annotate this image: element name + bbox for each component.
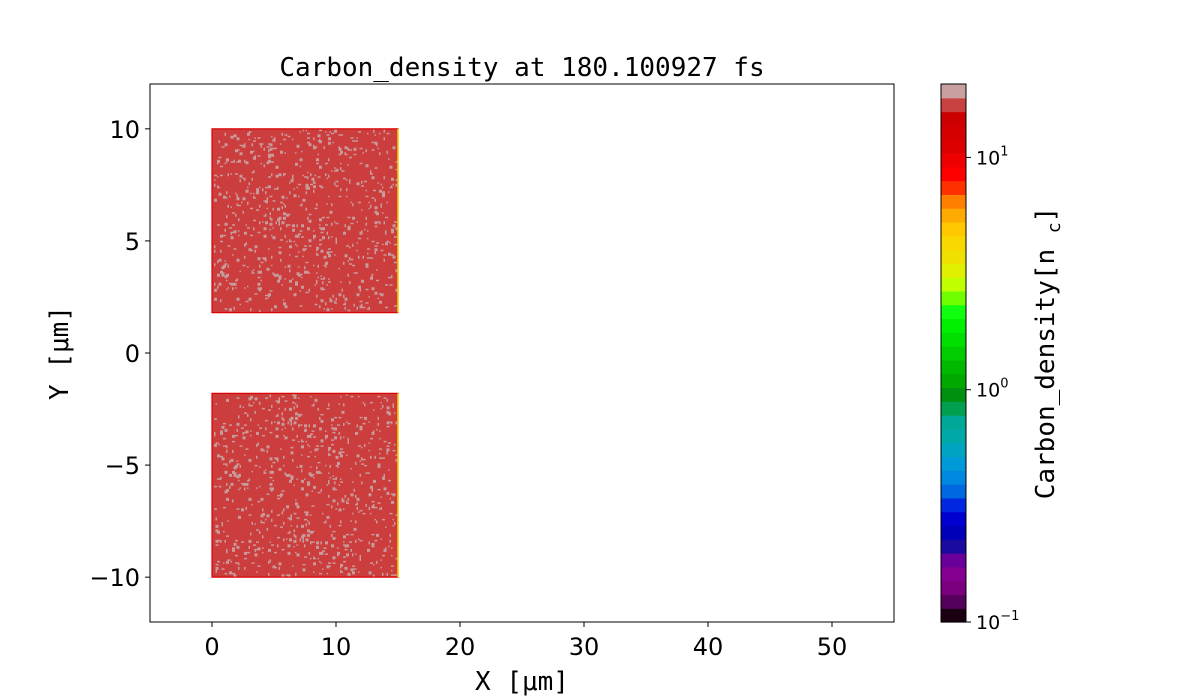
colorbar-band [941, 373, 966, 389]
density-region [211, 392, 399, 578]
region-fill [212, 128, 398, 313]
colorbar: 10−1 100 101 [940, 83, 1019, 634]
x-tick-label: 50 [817, 633, 848, 661]
colorbar-frame [940, 83, 967, 623]
colorbar-band [941, 497, 966, 513]
colorbar-band [941, 525, 966, 540]
colorbar-band [941, 194, 966, 209]
chart-title: Carbon_density at 180.100927 fs [279, 53, 764, 83]
colorbar-band [941, 180, 966, 195]
colorbar-band [941, 263, 966, 278]
colorbar-band [941, 139, 966, 154]
density-region [211, 128, 399, 314]
colorbar-band [941, 359, 966, 375]
x-tick-label: 40 [693, 633, 724, 661]
colorbar-band [941, 456, 966, 471]
colorbar-band [941, 387, 966, 402]
colorbar-band [941, 511, 966, 527]
colorbar-band [941, 566, 966, 582]
region-fill [212, 393, 398, 578]
colorbar-band [941, 594, 966, 609]
x-tick-label: 0 [204, 633, 219, 661]
colorbar-band [941, 470, 966, 485]
colorbar-band [941, 428, 966, 444]
colorbar-band [941, 332, 966, 347]
x-tick-label: 30 [569, 633, 600, 661]
plot-area [149, 83, 895, 623]
colorbar-band [941, 401, 966, 416]
x-axis-label: X [μm] [475, 667, 569, 697]
colorbar-band [941, 249, 966, 264]
colorbar-band [941, 125, 966, 140]
colorbar-tick-label: 100 [976, 377, 1008, 402]
x-axis: 0 10 20 30 40 50 [204, 622, 847, 661]
colorbar-band [941, 277, 966, 292]
x-tick-label: 20 [445, 633, 476, 661]
region-speckle [214, 129, 399, 313]
colorbar-band [941, 166, 966, 182]
colorbar-band [941, 318, 966, 333]
y-axis: −10 −5 0 5 10 [89, 116, 150, 592]
colorbar-band [941, 608, 966, 623]
y-tick-label: −5 [105, 452, 140, 480]
colorbar-band [941, 97, 966, 113]
y-tick-label: −10 [89, 564, 140, 592]
colorbar-band [941, 346, 966, 361]
colorbar-band [941, 415, 966, 430]
y-tick-label: 10 [109, 116, 140, 144]
colorbar-tick-label: 10−1 [976, 609, 1019, 634]
colorbar-band [941, 553, 966, 568]
colorbar-band [941, 208, 966, 223]
colorbar-band [941, 539, 966, 554]
colorbar-band [941, 152, 966, 168]
colorbar-tick-label: 101 [976, 144, 1008, 169]
region-speckle [214, 394, 399, 578]
colorbar-band [941, 111, 966, 126]
colorbar-band [941, 290, 966, 306]
y-tick-label: 0 [125, 340, 140, 368]
colorbar-band [941, 304, 966, 320]
colorbar-band [941, 221, 966, 237]
y-tick-label: 5 [125, 228, 140, 256]
colorbar-band [941, 442, 966, 458]
y-axis-label: Y [μm] [45, 306, 75, 400]
x-tick-label: 10 [321, 633, 352, 661]
colorbar-band [941, 235, 966, 251]
colorbar-band [941, 84, 966, 99]
colorbar-label: Carbon_density[n c] [1031, 207, 1065, 500]
colorbar-band [941, 580, 966, 596]
colorbar-band [941, 484, 966, 499]
